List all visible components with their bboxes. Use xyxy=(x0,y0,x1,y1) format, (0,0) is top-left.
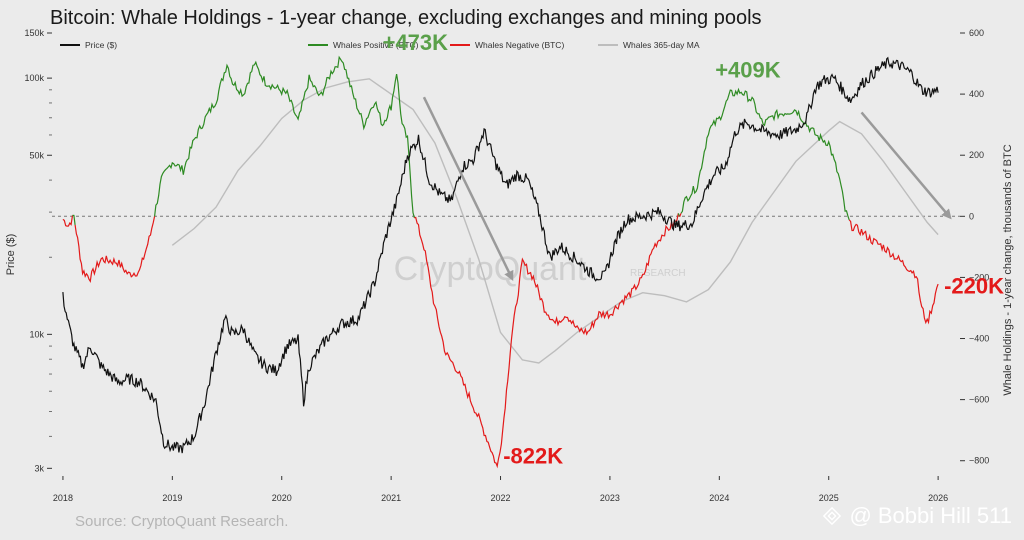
legend-label-positive: Whales Positive (BTC) xyxy=(333,40,419,50)
legend-swatch-ma xyxy=(598,44,618,46)
x-tick-label: 2020 xyxy=(272,493,292,503)
legend-item-ma[interactable]: Whales 365-day MA xyxy=(598,40,700,50)
chart-title: Bitcoin: Whale Holdings - 1-year change,… xyxy=(50,7,762,29)
legend-label-price: Price ($) xyxy=(85,40,118,50)
x-tick-label: 2021 xyxy=(381,493,401,503)
y-right-tick-label: −600 xyxy=(969,395,989,405)
y-right-tick-label: 200 xyxy=(969,150,984,160)
x-tick-label: 2019 xyxy=(162,493,182,503)
annotation-label: -220K xyxy=(944,274,1004,299)
y-right-tick-label: 600 xyxy=(969,28,984,38)
series-whales-positive xyxy=(154,55,415,219)
credit-watermark: @ Bobbi Hill 511 xyxy=(823,503,1012,529)
series-price-line xyxy=(62,56,939,454)
legend-item-price[interactable]: Price ($) xyxy=(60,40,117,50)
x-tick-label: 2018 xyxy=(53,493,73,503)
y-left-tick-label: 150k xyxy=(24,28,44,38)
x-tick-label: 2023 xyxy=(600,493,620,503)
x-tick-label: 2022 xyxy=(491,493,511,503)
source-note: Source: CryptoQuant Research. xyxy=(75,513,289,530)
series-whales-positive xyxy=(72,214,76,225)
x-tick-label: 2025 xyxy=(819,493,839,503)
trend-arrow xyxy=(860,111,952,220)
y-left-tick-label: 3k xyxy=(34,463,44,473)
series-whales-negative xyxy=(62,215,74,227)
x-tick-label: 2026 xyxy=(928,493,948,503)
y-right-tick-label: −400 xyxy=(969,334,989,344)
y-right-tick-label: −200 xyxy=(969,272,989,282)
x-tick-label: 2024 xyxy=(709,493,729,503)
credit-text: @ Bobbi Hill 511 xyxy=(849,503,1012,528)
annotation-label: +409K xyxy=(715,57,781,82)
y-left-tick-label: 50k xyxy=(29,150,44,160)
legend-swatch-price xyxy=(60,44,80,46)
annotation-label: +473K xyxy=(383,30,449,55)
legend-swatch-negative xyxy=(450,44,470,46)
y-left-tick-label: 100k xyxy=(24,73,44,83)
watermark-logo-text: CryptoQuant xyxy=(394,250,587,288)
y-left-tick-label: 10k xyxy=(29,329,44,339)
trend-arrow xyxy=(422,96,514,282)
legend-label-negative: Whales Negative (BTC) xyxy=(475,40,565,50)
diamond-logo-icon xyxy=(823,507,842,525)
legend-item-positive[interactable]: Whales Positive (BTC) xyxy=(308,40,419,50)
y-right-tick-label: 0 xyxy=(969,211,974,221)
watermark-sub-text: RESEARCH xyxy=(630,268,686,279)
legend-label-ma: Whales 365-day MA xyxy=(623,40,700,50)
y-right-tick-label: −800 xyxy=(969,456,989,466)
legend-item-negative[interactable]: Whales Negative (BTC) xyxy=(450,40,564,50)
series-whales-negative xyxy=(679,213,682,217)
series-whales-negative xyxy=(414,213,679,469)
legend-swatch-positive xyxy=(308,44,328,46)
y-right-axis-label: Whale Holdings - 1-year change, thousand… xyxy=(1002,144,1014,395)
legend: Price ($) Whales Positive (BTC) Whales N… xyxy=(0,40,1024,54)
y-right-tick-label: 400 xyxy=(969,89,984,99)
series-whales-negative xyxy=(848,219,939,325)
series-ma-line xyxy=(171,78,939,364)
annotation-label: -822K xyxy=(503,443,563,468)
series-whales-negative xyxy=(74,216,156,284)
series-whales-positive xyxy=(680,87,850,221)
y-left-axis-label: Price ($) xyxy=(5,234,17,276)
